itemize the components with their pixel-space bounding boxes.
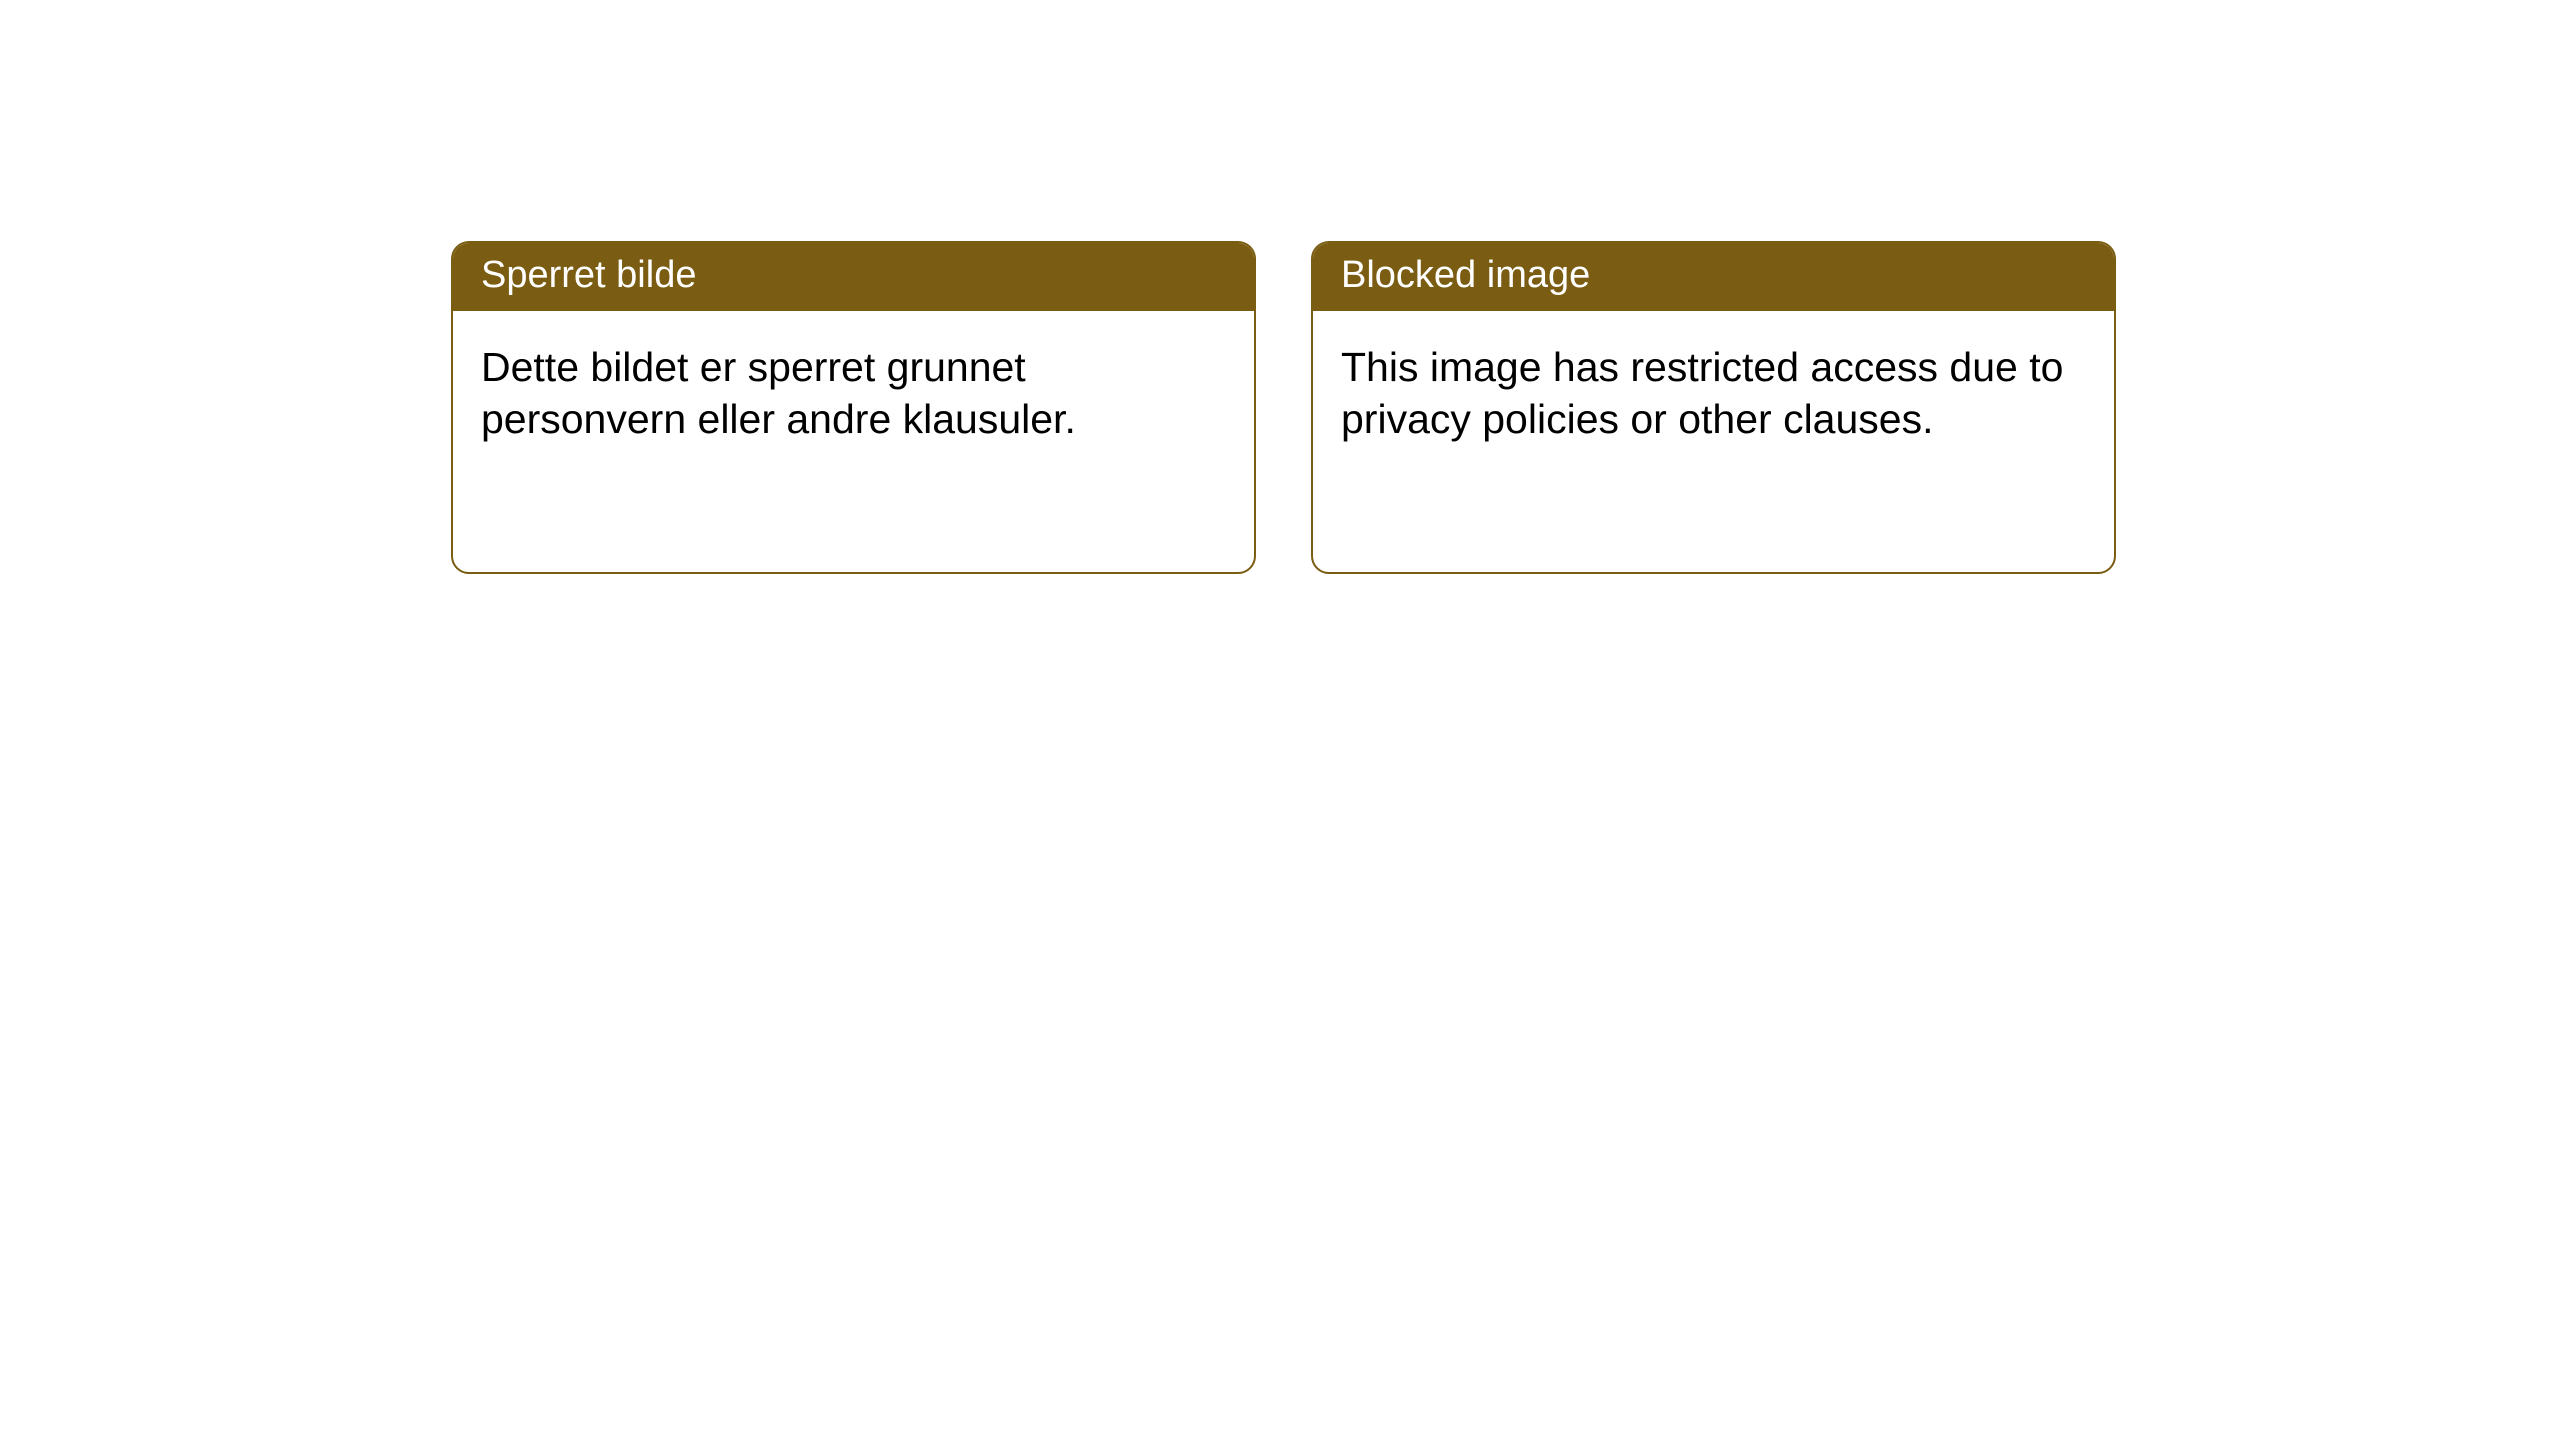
notice-card-english: Blocked image This image has restricted …	[1311, 241, 2116, 574]
notice-card-norwegian: Sperret bilde Dette bildet er sperret gr…	[451, 241, 1256, 574]
notice-card-body: Dette bildet er sperret grunnet personve…	[453, 311, 1254, 476]
notice-card-title: Blocked image	[1313, 243, 2114, 311]
notice-card-title: Sperret bilde	[453, 243, 1254, 311]
notice-card-body: This image has restricted access due to …	[1313, 311, 2114, 476]
notice-cards-container: Sperret bilde Dette bildet er sperret gr…	[451, 241, 2560, 574]
